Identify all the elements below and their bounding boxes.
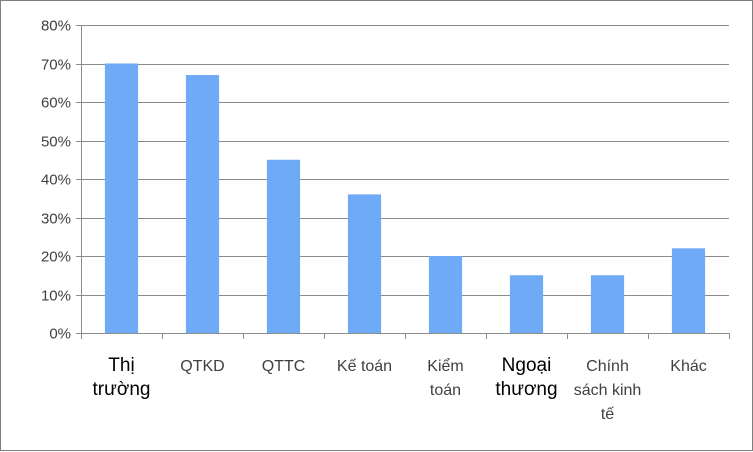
bar <box>266 159 301 333</box>
y-tick-label: 30% <box>41 211 71 228</box>
bar <box>104 63 139 333</box>
axes <box>76 25 730 339</box>
grid-lines <box>81 25 729 296</box>
y-tick-label: 40% <box>41 172 71 189</box>
x-category-label: Khác <box>670 358 706 375</box>
y-tick-label: 10% <box>41 288 71 305</box>
x-category-labels: Thị trường QTKD QTTC Kế toán Kiểm toán Ngoại thư… <box>93 355 707 423</box>
y-tick-label: 50% <box>41 134 71 151</box>
y-tick-label: 70% <box>41 57 71 74</box>
bar <box>428 256 463 333</box>
x-category-label: Ngoại thương <box>495 355 557 400</box>
x-category-label: QTTC <box>262 358 306 375</box>
bar <box>671 248 706 333</box>
x-category-label: Kế toán <box>337 358 392 375</box>
x-category-label: Kiểm toán <box>427 357 463 399</box>
y-tick-label: 80% <box>41 18 71 35</box>
bars <box>104 63 706 334</box>
x-category-label: QTKD <box>180 358 224 375</box>
y-tick-labels: 0% 10% 20% 30% 40% 50% 60% 70% 80% <box>41 18 71 343</box>
bar <box>185 75 220 334</box>
y-tick-label: 60% <box>41 95 71 112</box>
bar <box>509 275 544 333</box>
bar <box>347 194 382 333</box>
y-tick-label: 0% <box>49 326 71 343</box>
x-category-label: Chính sách kinh tế <box>574 358 642 423</box>
y-tick-label: 20% <box>41 249 71 266</box>
x-category-label: Thị trường <box>93 355 151 400</box>
bar <box>590 275 625 333</box>
